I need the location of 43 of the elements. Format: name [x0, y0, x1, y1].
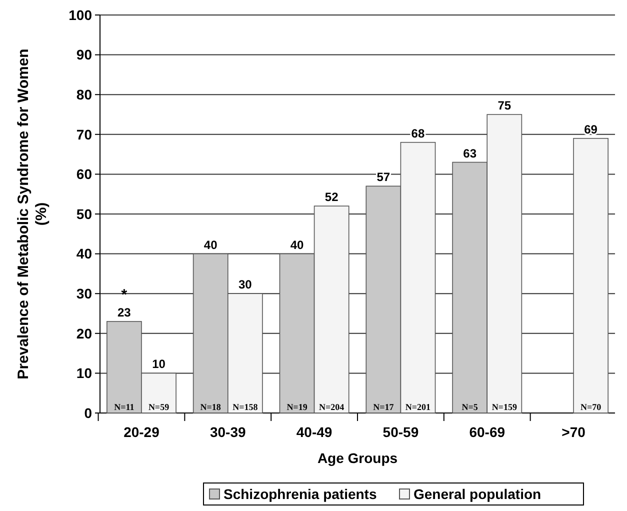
y-tick-label: 40 — [76, 246, 92, 262]
annotation: N=70 — [580, 402, 602, 412]
y-tick-label: 80 — [76, 86, 92, 102]
annotation: N=158 — [232, 402, 258, 412]
annotation: N=201 — [405, 402, 432, 412]
y-tick-label: 70 — [76, 126, 92, 142]
data-label: 40 — [204, 238, 218, 252]
data-label: 30 — [238, 278, 252, 292]
x-tick-label: 50-59 — [382, 424, 419, 440]
y-tick-label: 50 — [76, 206, 92, 222]
legend-label: General population — [414, 486, 542, 502]
bar — [573, 138, 608, 414]
data-label: 63 — [463, 146, 477, 160]
y-tick-label: 10 — [76, 365, 92, 382]
legend-label: Schizophrenia patients — [224, 486, 377, 502]
data-label: 10 — [152, 357, 166, 372]
annotation: N=159 — [492, 402, 518, 412]
y-tick-label: 60 — [76, 166, 92, 182]
x-tick-label: 60-69 — [469, 424, 506, 440]
annotation: N=11 — [114, 402, 135, 412]
y-tick-label: 0 — [84, 404, 92, 421]
y-axis-title: Prevalence of Metabolic Syndrome for Women (%) — [15, 48, 50, 380]
annotation: N=17 — [373, 402, 394, 412]
data-label: 23 — [118, 305, 132, 320]
annotation: N=59 — [148, 402, 170, 412]
y-tick-label: 100 — [68, 6, 92, 23]
x-tick-label: 30-39 — [210, 424, 246, 440]
x-axis-title: Age Groups — [317, 450, 398, 466]
annotation: N=19 — [286, 402, 308, 412]
y-tick-label: 20 — [76, 325, 92, 342]
annotation: N=5 — [462, 402, 478, 412]
x-tick-label: 40-49 — [296, 424, 332, 440]
annotation: N=204 — [319, 402, 345, 412]
x-tick-label: 20-29 — [124, 424, 160, 440]
data-label: 57 — [376, 170, 390, 184]
y-tick-label: 30 — [76, 286, 92, 302]
data-label: 40 — [290, 238, 304, 252]
data-label: 69 — [584, 122, 598, 136]
data-label: 52 — [324, 190, 339, 204]
x-tick-label: >70 — [562, 424, 586, 440]
data-label: 75 — [498, 98, 512, 112]
annotation: N=18 — [200, 402, 222, 412]
y-tick-label: 90 — [76, 46, 92, 63]
